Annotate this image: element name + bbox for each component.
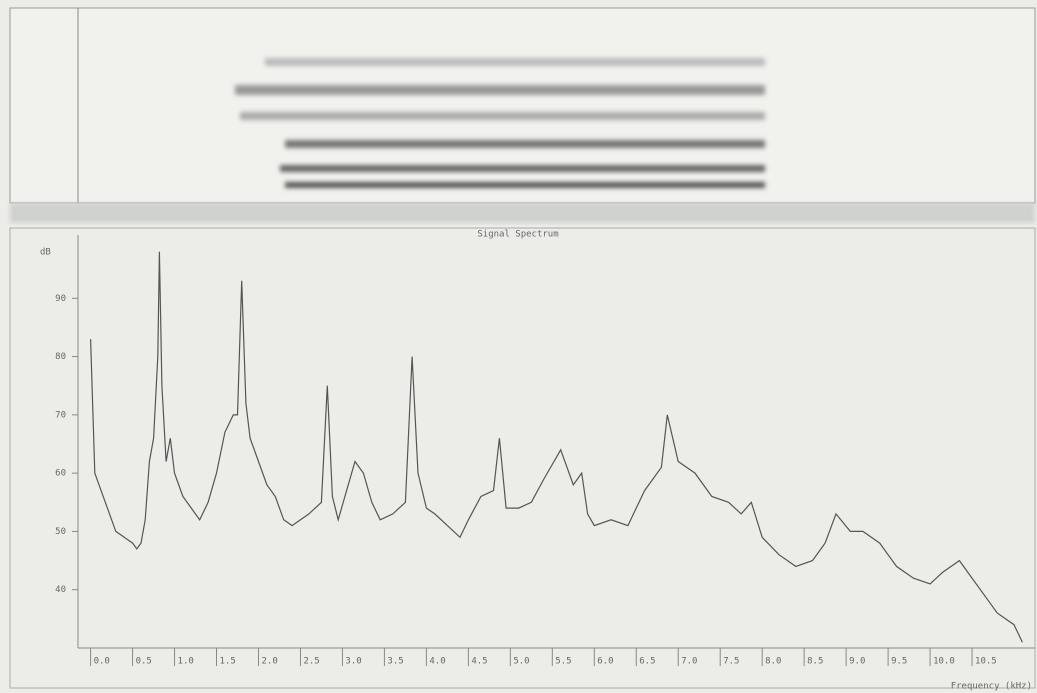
x-tick-label: 0.5 [136, 657, 152, 667]
y-tick-label: 50 [55, 527, 66, 537]
x-tick-label: 2.5 [303, 657, 319, 667]
x-tick-label: 2.0 [261, 657, 277, 667]
x-tick-label: 6.0 [597, 657, 613, 667]
chart-title: Signal Spectrum [477, 230, 558, 240]
x-tick-label: 9.5 [891, 657, 907, 667]
x-tick-label: 5.0 [513, 657, 529, 667]
y-axis-label: dB [40, 248, 51, 258]
y-tick-label: 80 [55, 352, 66, 362]
x-tick-label: 1.5 [220, 657, 236, 667]
x-tick-label: 0.0 [94, 657, 110, 667]
x-tick-label: 8.0 [765, 657, 781, 667]
spectrogram-panel [10, 8, 1035, 203]
y-tick-label: 60 [55, 469, 66, 479]
y-tick-label: 70 [55, 410, 66, 420]
x-tick-label: 7.5 [723, 657, 739, 667]
x-tick-label: 6.5 [639, 657, 655, 667]
x-tick-label: 10.0 [933, 657, 955, 667]
x-tick-label: 5.5 [555, 657, 571, 667]
y-tick-label: 40 [55, 585, 66, 595]
x-tick-label: 1.0 [178, 657, 194, 667]
x-tick-label: 4.5 [471, 657, 487, 667]
chart: Signal Spectrum dB Frequency (kHz) 40 50 6… [0, 0, 1037, 693]
x-tick-label: 7.0 [681, 657, 697, 667]
scroll-bar [10, 203, 1035, 223]
x-tick-label: 3.5 [387, 657, 403, 667]
y-tick-label: 90 [55, 294, 66, 304]
x-tick-label: 10.5 [975, 657, 997, 667]
x-tick-label: 3.0 [345, 657, 361, 667]
x-tick-label: 8.5 [807, 657, 823, 667]
x-axis-label: Frequency (kHz) [951, 682, 1032, 692]
x-tick-label: 9.0 [849, 657, 865, 667]
x-tick-label: 4.0 [429, 657, 445, 667]
